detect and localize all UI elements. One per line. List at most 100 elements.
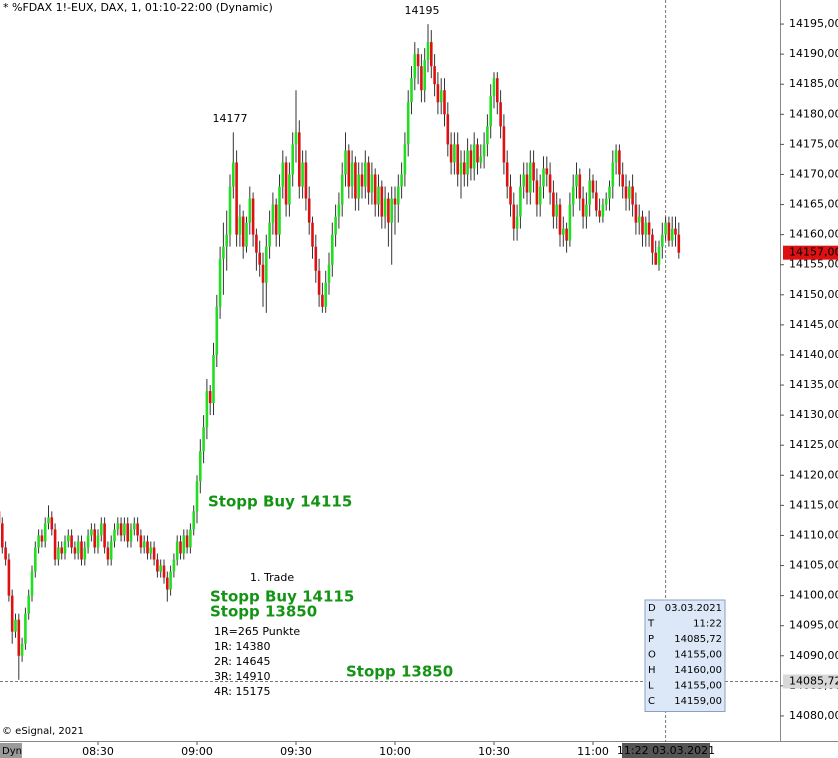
candle-body — [423, 60, 426, 91]
candle-body — [294, 132, 298, 145]
info-value: 14155,00 — [674, 681, 722, 692]
candle-body — [449, 144, 453, 163]
candle-body — [172, 559, 176, 572]
candle-body — [509, 186, 512, 205]
candle-body — [189, 529, 192, 548]
candle-body — [73, 547, 77, 554]
x-tick-label: 10:30 — [478, 745, 510, 758]
candle-body — [202, 427, 205, 452]
candle-body — [90, 529, 93, 536]
candle-body — [568, 204, 572, 241]
x-tick-label: 08:30 — [82, 745, 114, 758]
crosshair-price-tag — [783, 674, 838, 689]
mode-box[interactable] — [0, 743, 22, 758]
candle-body — [208, 391, 212, 404]
candle-body — [505, 162, 509, 187]
y-tick-label: 14140,00 — [789, 348, 838, 361]
candle-body — [222, 246, 225, 259]
candle-body — [195, 481, 199, 512]
candle-body — [535, 180, 539, 205]
annotation: 14177 — [213, 112, 248, 125]
candle-body — [334, 216, 337, 235]
candle-body — [274, 204, 278, 235]
candle-body — [628, 186, 631, 199]
mode-label[interactable]: Dyn — [2, 746, 22, 757]
candle-body — [674, 228, 677, 235]
candle-body — [472, 144, 476, 169]
candle-body — [614, 150, 618, 163]
candle-body — [278, 186, 281, 235]
candle-body — [350, 162, 354, 187]
candle-body — [499, 102, 502, 127]
candle-body — [146, 541, 149, 554]
candle-body — [327, 264, 331, 283]
candle-body — [525, 174, 529, 193]
candle-body — [307, 198, 311, 223]
candle-body — [142, 541, 146, 548]
candle-body — [548, 174, 552, 193]
crosshair-time-tag — [622, 743, 710, 758]
crosshair-price-label: 14085,72 — [789, 675, 838, 688]
info-value: 14159,00 — [674, 696, 722, 707]
y-tick-label: 14170,00 — [789, 167, 838, 180]
candle-body — [152, 547, 156, 560]
info-key: L — [648, 681, 654, 692]
candle-body — [670, 228, 674, 241]
candle-body — [370, 174, 374, 193]
y-tick-label: 14130,00 — [789, 408, 838, 421]
x-tick-label: 10:00 — [379, 745, 411, 758]
candle-body — [251, 198, 255, 235]
annotation: Stopp 13850 — [210, 603, 317, 621]
candle-body — [205, 391, 209, 428]
candle-body — [139, 535, 143, 548]
candle-body — [463, 162, 466, 175]
info-key: H — [648, 665, 656, 676]
x-tick-label: 11:00 — [577, 745, 609, 758]
candle-body — [364, 162, 367, 187]
candle-body — [604, 198, 608, 205]
candle-body — [129, 529, 133, 542]
candle-body — [17, 619, 21, 656]
candle-body — [166, 577, 169, 590]
candle-body — [436, 84, 440, 103]
candle-body — [393, 198, 397, 205]
candle-body — [37, 535, 40, 548]
annotation: Stopp 13850 — [346, 663, 453, 681]
candle-body — [265, 246, 268, 283]
candle-body — [14, 619, 17, 632]
candle-body — [116, 523, 120, 530]
candle-body — [426, 42, 430, 61]
candle-body — [331, 234, 334, 265]
candle-body — [545, 168, 549, 175]
candle-body — [185, 535, 189, 548]
candle-body — [598, 210, 601, 217]
candle-body — [337, 204, 341, 217]
candle-body — [677, 234, 681, 253]
candle-body — [552, 192, 555, 217]
candle-body — [433, 66, 436, 85]
candle-body — [317, 270, 321, 295]
candle-body — [608, 186, 611, 199]
candle-body — [30, 571, 34, 596]
candle-body — [621, 174, 624, 187]
candle-body — [268, 222, 271, 247]
candle-body — [70, 535, 73, 548]
candle-body — [459, 162, 463, 175]
candle-body — [324, 282, 327, 307]
candle-body — [212, 354, 215, 404]
candle-body — [27, 595, 30, 614]
candle-body — [60, 547, 63, 554]
y-tick-label: 14110,00 — [789, 528, 838, 541]
candle-body — [162, 565, 166, 578]
candle-body — [24, 613, 27, 644]
candle-body — [624, 186, 628, 199]
candle-body — [446, 114, 450, 145]
y-tick-label: 14095,00 — [789, 619, 838, 632]
candle-body — [492, 78, 496, 97]
candle-body — [40, 535, 44, 542]
candle-body — [377, 186, 380, 205]
x-tick-label: 09:00 — [181, 745, 213, 758]
y-tick-label: 14180,00 — [789, 107, 838, 120]
candle-body — [271, 204, 275, 223]
candle-body — [304, 162, 308, 199]
